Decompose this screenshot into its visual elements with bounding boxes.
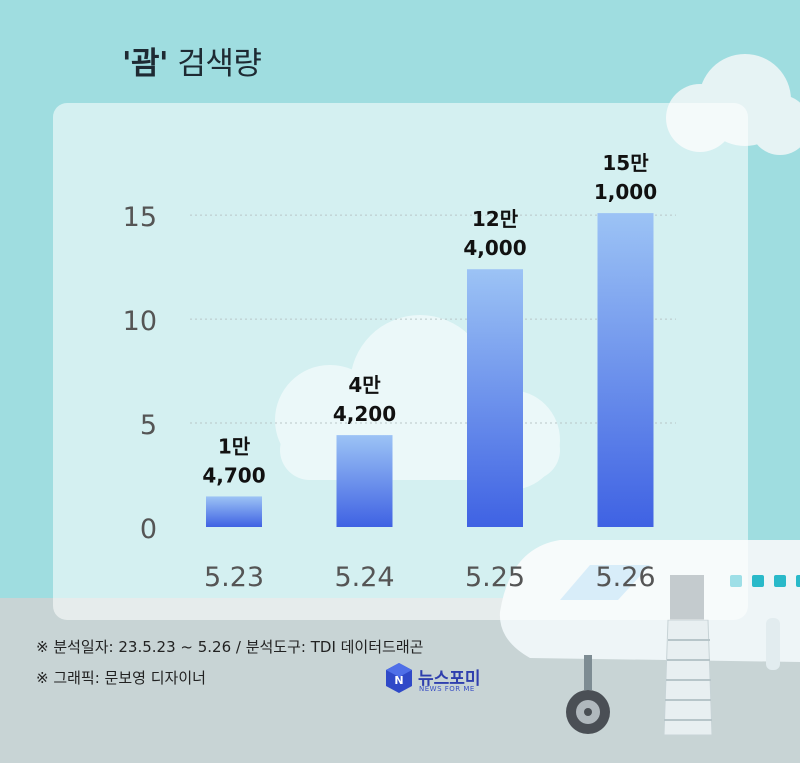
x-tick-label: 5.23 <box>204 562 264 593</box>
y-tick-label: 0 <box>140 514 157 545</box>
title-keyword: '괌' <box>122 46 169 82</box>
bar <box>597 213 654 527</box>
data-label: 1,000 <box>594 180 657 204</box>
bar <box>336 435 393 527</box>
y-tick-label: 15 <box>123 202 157 233</box>
logo-tagline: NEWS FOR ME <box>419 685 475 693</box>
bar <box>206 496 262 527</box>
data-label: 4,000 <box>463 236 526 260</box>
data-label: 4,700 <box>202 463 265 487</box>
data-label: 12만 <box>472 207 519 231</box>
x-tick-label: 5.26 <box>595 562 655 593</box>
logo-name: 뉴스포미 <box>418 669 481 689</box>
data-label: 15만 <box>602 151 649 175</box>
data-label: 4만 <box>348 373 381 397</box>
footer-graphic-credit: ※ 그래픽: 문보영 디자이너 <box>36 669 206 687</box>
footer-analysis-info: ※ 분석일자: 23.5.23 ~ 5.26 / 분석도구: TDI 데이터드래… <box>36 638 424 656</box>
logo-icon: N <box>386 663 412 693</box>
data-label: 4,200 <box>333 402 396 426</box>
title-rest: 검색량 <box>177 46 262 82</box>
data-label: 1만 <box>218 434 251 458</box>
svg-text:N: N <box>394 674 403 687</box>
page-title: '괌' 검색량 <box>122 38 262 83</box>
bar <box>467 269 523 527</box>
x-tick-label: 5.25 <box>465 562 525 593</box>
y-tick-label: 10 <box>123 306 157 337</box>
x-tick-label: 5.24 <box>334 562 394 593</box>
newsforme-logo: N 뉴스포미 NEWS FOR ME <box>384 662 514 696</box>
y-tick-label: 5 <box>140 410 157 441</box>
